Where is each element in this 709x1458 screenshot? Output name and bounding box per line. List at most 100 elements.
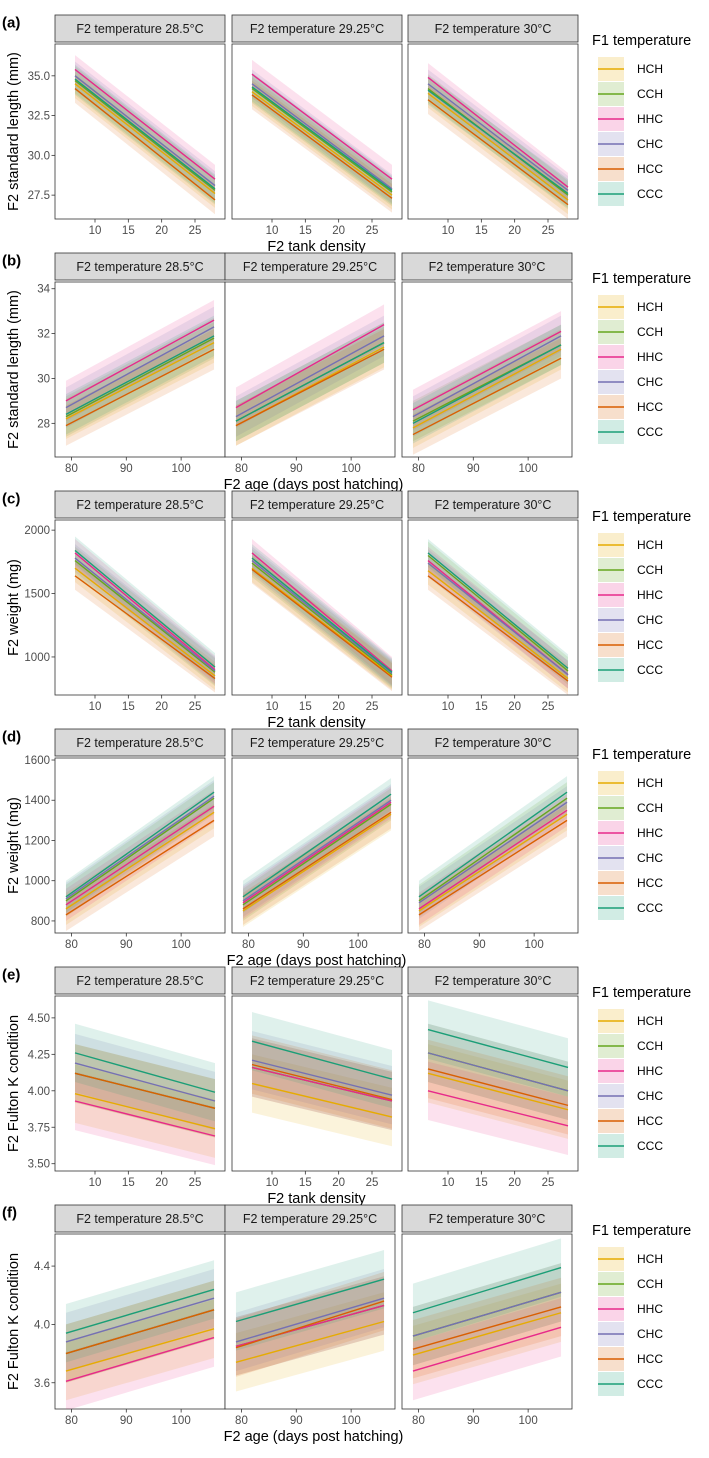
legend-label: HCH <box>637 300 663 314</box>
y-tick-label: 28 <box>37 418 50 430</box>
legend: F1 temperature HCH CCH HHC CHC HCC CCC <box>592 1223 691 1396</box>
series-group <box>418 776 568 931</box>
series-line-ccc <box>427 89 569 195</box>
y-axis-title: F2 standard length (mm) <box>6 52 22 211</box>
legend-label: CHC <box>637 613 663 627</box>
series-group <box>412 311 562 455</box>
series-line-cch <box>251 562 393 676</box>
x-tick-label: 100 <box>525 939 544 951</box>
series-line-hhc <box>251 1066 393 1102</box>
legend-label: CCC <box>637 1377 663 1391</box>
legend-item-ccc: CCC <box>598 1134 663 1158</box>
x-tick-label: 15 <box>299 1177 312 1189</box>
legend-title: F1 temperature <box>592 985 691 1001</box>
legend-label: CCC <box>637 1139 663 1153</box>
series-line-hhc <box>235 324 385 409</box>
y-tick-label: 1000 <box>24 876 50 888</box>
legend-item-chc: CHC <box>598 370 663 394</box>
series-line-hcc <box>74 87 216 201</box>
facet-panel: F2 temperature 28.5°C 80 90 100 28 30 32 34 <box>37 252 226 475</box>
facet-strip <box>54 728 226 757</box>
chart-row-a: (a) F2 temperature 28.5°C 10 15 20 25 27.5 30.0… <box>2 14 691 255</box>
series-group <box>251 539 393 692</box>
plot-panel <box>54 995 226 1172</box>
series-line-cch <box>418 797 568 902</box>
legend-item-chc: CHC <box>598 1084 663 1108</box>
facet-strip <box>231 490 403 519</box>
x-tick-label: 10 <box>442 1177 455 1189</box>
facet-label: F2 temperature 30°C <box>429 260 546 274</box>
facet-strip <box>54 252 226 281</box>
plot-panel <box>407 995 579 1172</box>
x-axis-title: F2 tank density <box>267 239 366 255</box>
series-group <box>65 776 215 931</box>
series-line-ccc <box>251 557 393 673</box>
series-line-cch <box>427 554 569 672</box>
y-axis-title: F2 Fulton K condition <box>6 1015 22 1152</box>
series-group <box>74 536 216 693</box>
series-line-hcc <box>235 348 385 427</box>
y-tick-label: 30.0 <box>28 150 50 162</box>
y-tick-label: 4.50 <box>28 1013 50 1025</box>
x-tick-label: 90 <box>297 939 310 951</box>
legend-label: HCC <box>637 1352 663 1366</box>
series-line-hcc <box>242 811 392 910</box>
x-tick-label: 80 <box>412 463 425 475</box>
legend-item-ccc: CCC <box>598 1372 663 1396</box>
facet-label: F2 temperature 29.25°C <box>243 1212 377 1226</box>
x-tick-label: 80 <box>65 939 78 951</box>
series-line-cch <box>74 80 216 191</box>
facet-panel: F2 temperature 30°C 80 90 100 <box>407 728 579 951</box>
plot-panel <box>401 281 573 458</box>
legend-item-hcc: HCC <box>598 871 663 895</box>
series-line-cch <box>65 797 215 902</box>
x-axis-title: F2 tank density <box>267 1191 366 1207</box>
series-line-cch <box>242 803 392 906</box>
legend-label: HHC <box>637 350 663 364</box>
series-line-hch <box>412 348 562 429</box>
legend-label: HHC <box>637 826 663 840</box>
facet-label: F2 temperature 28.5°C <box>76 498 203 512</box>
series-group <box>427 63 569 219</box>
series-line-hcc <box>427 99 569 206</box>
legend-label: CCC <box>637 425 663 439</box>
facet-panel: F2 temperature 29.25°C 80 90 100 <box>224 252 396 475</box>
facet-panel: F2 temperature 28.5°C 10 15 20 25 3.50 3.75 4.0… <box>28 966 226 1189</box>
facet-label: F2 temperature 30°C <box>435 498 552 512</box>
legend-label: CCC <box>637 187 663 201</box>
x-tick-label: 20 <box>508 1177 521 1189</box>
series-line-hcc <box>418 819 568 916</box>
series-line-hcc <box>65 348 215 427</box>
legend-item-chc: CHC <box>598 608 663 632</box>
legend-label: CHC <box>637 1327 663 1341</box>
chart-row-c: (c) F2 temperature 28.5°C 10 15 20 25 1000 1500… <box>2 490 691 731</box>
facet-label: F2 temperature 30°C <box>435 736 552 750</box>
x-tick-label: 25 <box>366 225 379 237</box>
facet-strip <box>231 966 403 995</box>
x-tick-label: 10 <box>266 225 279 237</box>
legend-label: HCH <box>637 1252 663 1266</box>
facet-strip <box>54 14 226 43</box>
facet-strip <box>54 1204 226 1233</box>
panel-letter: (b) <box>2 252 21 269</box>
facet-label: F2 temperature 30°C <box>429 1212 546 1226</box>
series-line-hcc <box>427 575 569 682</box>
legend-label: HCH <box>637 776 663 790</box>
panel-letter: (c) <box>2 490 20 507</box>
facet-label: F2 temperature 28.5°C <box>76 736 203 750</box>
x-tick-label: 15 <box>122 701 135 713</box>
x-tick-label: 100 <box>519 1415 538 1427</box>
series-line-hhc <box>412 330 562 411</box>
series-group <box>74 55 216 215</box>
series-line-hcc <box>427 1068 569 1107</box>
series-line-ccc <box>427 552 569 669</box>
facet-label: F2 temperature 28.5°C <box>76 260 203 274</box>
legend-item-hch: HCH <box>598 533 663 557</box>
series-line-chc <box>242 799 392 902</box>
series-line-hch <box>427 92 569 201</box>
series-line-hch <box>65 811 215 910</box>
series-group <box>235 304 385 446</box>
line-group <box>427 1028 569 1127</box>
series-line-ccc <box>251 86 393 191</box>
series-line-hcc <box>412 357 562 436</box>
